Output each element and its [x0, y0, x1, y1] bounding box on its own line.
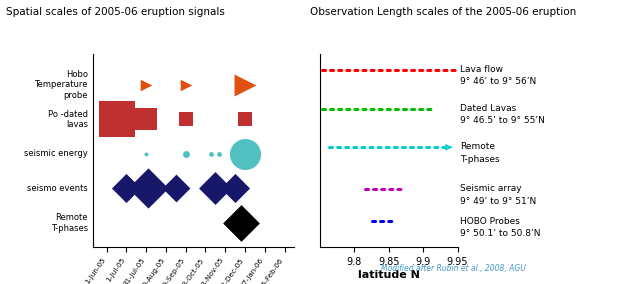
Point [141, 83, 151, 87]
Point [122, 186, 132, 191]
Point [180, 117, 191, 122]
Point [171, 186, 181, 191]
Point [236, 221, 246, 225]
Text: Modified after Rubin et al., 2008, AGU: Modified after Rubin et al., 2008, AGU [381, 264, 525, 273]
Text: Lava flow: Lava flow [460, 65, 502, 74]
Text: 9° 46.5’ to 9° 55’N: 9° 46.5’ to 9° 55’N [460, 116, 545, 125]
Point [240, 117, 250, 122]
X-axis label: latitude N: latitude N [358, 270, 420, 279]
Text: Seismic array: Seismic array [460, 184, 522, 193]
Point [230, 186, 240, 191]
Point [141, 152, 151, 156]
Point [206, 152, 216, 156]
Point [214, 152, 225, 156]
Point [143, 186, 153, 191]
Point [180, 152, 191, 156]
Text: Remote: Remote [460, 143, 495, 151]
Text: HOBO Probes: HOBO Probes [460, 216, 520, 225]
Point [180, 83, 191, 87]
Text: T-phases: T-phases [460, 155, 499, 164]
Text: 9° 49’ to 9° 51’N: 9° 49’ to 9° 51’N [460, 197, 536, 206]
Point [141, 117, 151, 122]
Point [240, 83, 250, 87]
Text: Spatial scales of 2005-06 eruption signals: Spatial scales of 2005-06 eruption signa… [6, 7, 225, 17]
Text: Observation Length scales of the 2005-06 eruption: Observation Length scales of the 2005-06… [310, 7, 577, 17]
Text: Dated Lavas: Dated Lavas [460, 104, 516, 113]
Point [210, 186, 220, 191]
Point [111, 117, 122, 122]
Text: 9° 50.1’ to 50.8’N: 9° 50.1’ to 50.8’N [460, 229, 540, 238]
Text: 9° 46’ to 9° 56’N: 9° 46’ to 9° 56’N [460, 78, 536, 86]
Point [240, 152, 250, 156]
